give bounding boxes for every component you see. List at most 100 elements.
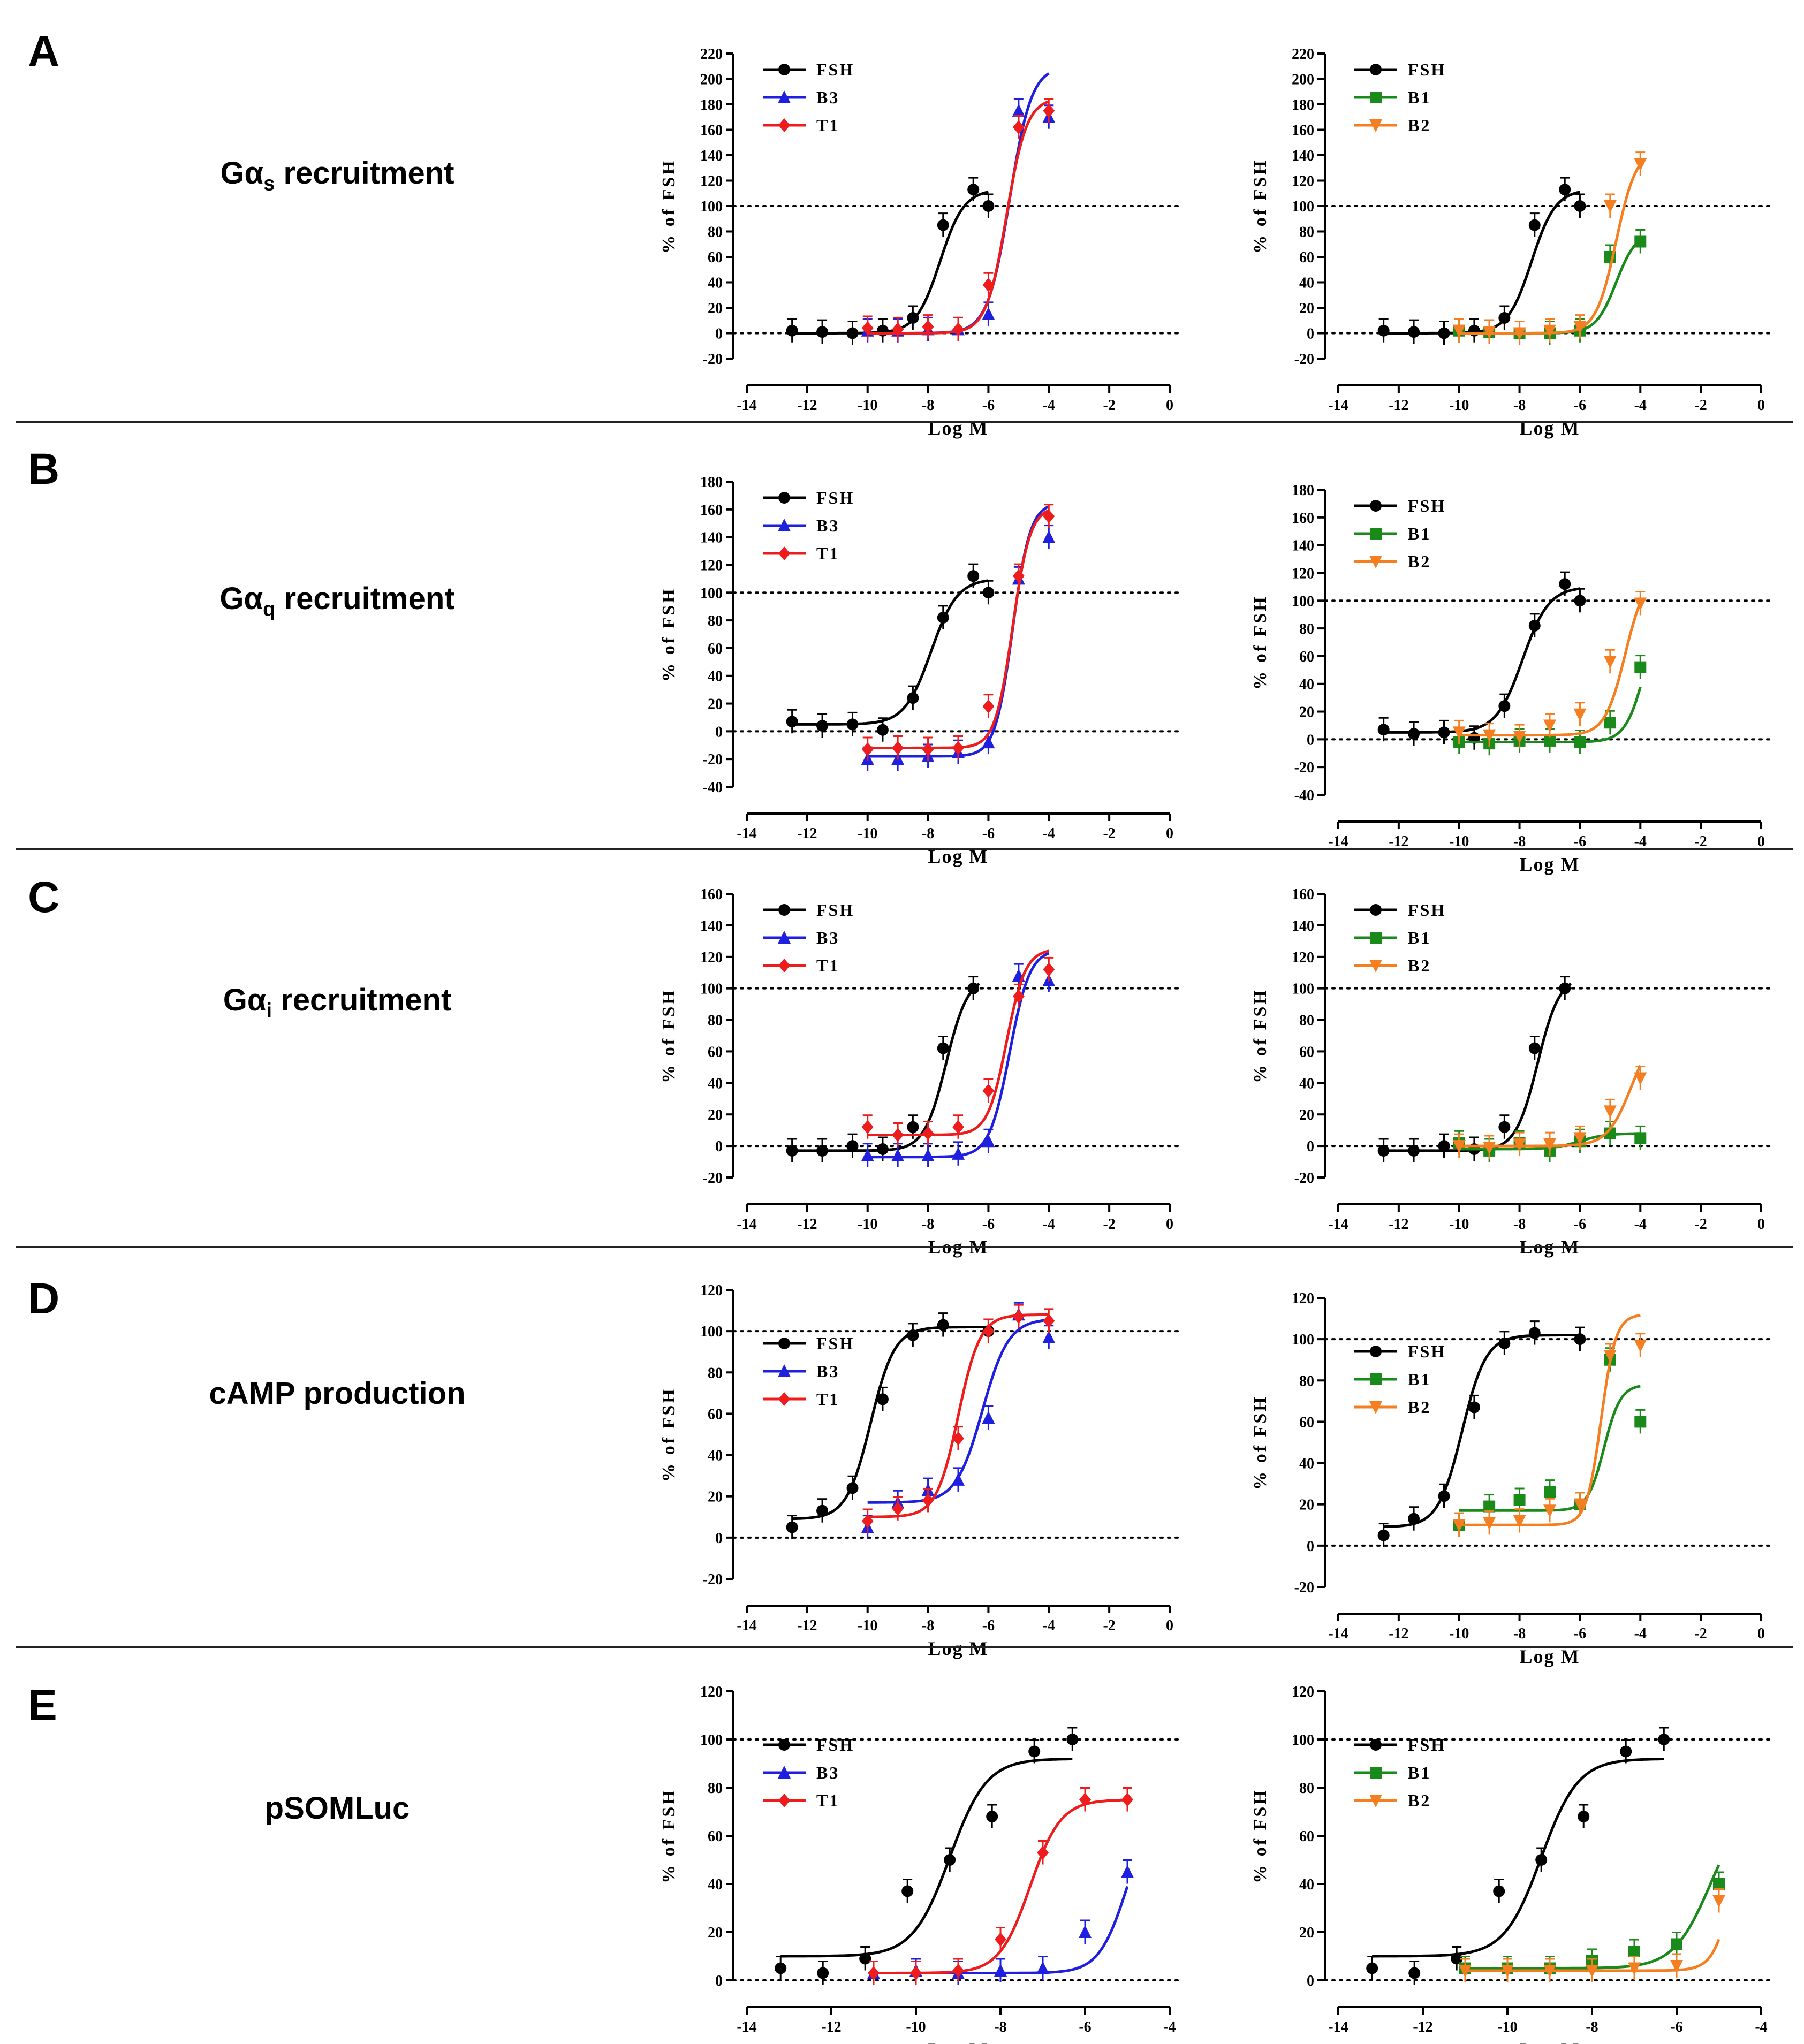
- data-point-t1: [892, 1501, 904, 1516]
- data-point-fsh: [1559, 184, 1571, 196]
- x-tick-label: -14: [1328, 1216, 1348, 1233]
- data-point-t1: [952, 1120, 964, 1134]
- y-tick-label: 100: [1292, 593, 1314, 610]
- data-point-t1: [922, 1126, 934, 1141]
- y-tick-label: 40: [1299, 275, 1314, 292]
- data-point-t1: [892, 1128, 904, 1142]
- legend-marker-b2: [1369, 1401, 1382, 1414]
- legend-label-b3: B3: [816, 516, 839, 535]
- legend-label-fsh: FSH: [1408, 900, 1446, 920]
- x-tick-label: -6: [1670, 2019, 1682, 2035]
- y-tick-label: 80: [708, 1780, 723, 1797]
- x-tick-label: 0: [1757, 833, 1765, 850]
- data-point-fsh: [1408, 1144, 1420, 1157]
- data-point-b1: [1574, 736, 1586, 748]
- data-point-fsh: [967, 184, 980, 196]
- y-tick-label: 160: [1292, 510, 1314, 527]
- y-tick-label: 160: [1292, 886, 1314, 903]
- fit-curve-fsh: [792, 579, 989, 726]
- y-tick-label: 20: [708, 1489, 723, 1506]
- data-point-t1: [995, 1932, 1006, 1947]
- y-tick-label: -20: [703, 1170, 723, 1187]
- x-tick-label: -6: [1574, 833, 1586, 850]
- y-tick-label: 120: [1292, 1684, 1314, 1700]
- x-tick-label: -14: [737, 825, 756, 842]
- legend-label-b3: B3: [816, 928, 839, 947]
- data-point-t1: [1079, 1792, 1091, 1807]
- y-tick-label: 20: [708, 1925, 723, 1941]
- x-tick-label: -14: [1328, 397, 1348, 414]
- data-point-t1: [892, 741, 904, 755]
- data-point-fsh: [1377, 724, 1390, 736]
- x-tick-label: -14: [737, 1617, 756, 1634]
- x-tick-label: -4: [1043, 397, 1055, 414]
- x-tick-label: -4: [1634, 1216, 1647, 1233]
- fit-curve-t1: [867, 509, 1050, 749]
- legend-marker-b3: [778, 519, 791, 531]
- data-point-fsh: [816, 1144, 829, 1157]
- section-divider: [16, 421, 1793, 423]
- legend-label-t1: T1: [816, 1389, 839, 1409]
- data-point-b2: [1573, 1498, 1587, 1511]
- data-point-fsh: [907, 312, 919, 324]
- chart-e-left: 0 20 40 60 80 100 120 -14 -12 -10 -8 -6 -4 Log M % of …: [659, 1684, 1181, 2044]
- x-tick-label: -10: [906, 2019, 926, 2035]
- data-point-t1: [1012, 569, 1025, 583]
- data-point-b2: [1452, 324, 1466, 338]
- y-tick-label: 20: [1299, 1107, 1314, 1123]
- x-tick-label: -10: [1449, 397, 1469, 414]
- fit-curve-t1: [867, 949, 1049, 1136]
- data-point-fsh: [816, 720, 829, 732]
- data-point-fsh: [944, 1854, 956, 1866]
- legend-label-b2: B2: [1408, 552, 1431, 571]
- y-tick-label: 80: [1299, 1780, 1314, 1797]
- x-tick-label: -8: [922, 825, 934, 842]
- x-tick-label: -8: [922, 397, 934, 414]
- y-tick-label: 100: [1292, 1732, 1314, 1749]
- x-tick-label: -2: [1103, 1617, 1115, 1634]
- data-point-b3: [952, 1472, 965, 1486]
- x-tick-label: -14: [737, 1216, 756, 1233]
- data-point-b2: [1483, 729, 1496, 742]
- data-point-b2: [1452, 1519, 1466, 1532]
- x-tick-label: -4: [1634, 833, 1647, 850]
- data-point-t1: [868, 1966, 880, 1980]
- data-point-fsh: [1438, 726, 1450, 739]
- data-point-t1: [861, 1120, 874, 1134]
- legend-marker-fsh: [778, 1338, 790, 1349]
- data-point-b2: [1573, 1132, 1587, 1145]
- y-tick-label: 120: [700, 1282, 723, 1299]
- y-tick-label: 40: [708, 275, 723, 292]
- y-axis-label: % of FSH: [1250, 988, 1270, 1083]
- row-label: cAMP production: [209, 1376, 466, 1411]
- data-point-fsh: [1574, 595, 1586, 607]
- data-point-b1: [1634, 661, 1647, 673]
- y-axis-label: % of FSH: [659, 1387, 679, 1481]
- y-axis-label: % of FSH: [659, 158, 679, 253]
- y-tick-label: 20: [708, 1107, 723, 1123]
- section-divider: [16, 1246, 1793, 1248]
- y-tick-label: 120: [700, 557, 723, 574]
- x-tick-label: -12: [797, 1216, 817, 1233]
- data-point-fsh: [1528, 1042, 1541, 1054]
- data-point-b3: [891, 1148, 905, 1161]
- x-tick-label: -10: [1449, 1216, 1469, 1233]
- legend-label-fsh: FSH: [816, 488, 854, 507]
- fit-curve-fsh: [780, 1758, 1073, 1958]
- legend-marker-b2: [1369, 556, 1382, 568]
- data-point-fsh: [1574, 200, 1586, 212]
- y-axis-label: % of FSH: [1250, 1788, 1270, 1883]
- data-point-fsh: [786, 716, 798, 728]
- y-axis-label: % of FSH: [1250, 595, 1270, 689]
- data-point-fsh: [1377, 1529, 1390, 1541]
- data-point-b1: [1671, 1938, 1682, 1950]
- y-tick-label: 120: [1292, 565, 1314, 582]
- data-point-t1: [861, 1514, 874, 1528]
- data-point-fsh: [876, 324, 889, 337]
- y-tick-label: 180: [1292, 97, 1314, 113]
- data-point-fsh: [937, 611, 949, 624]
